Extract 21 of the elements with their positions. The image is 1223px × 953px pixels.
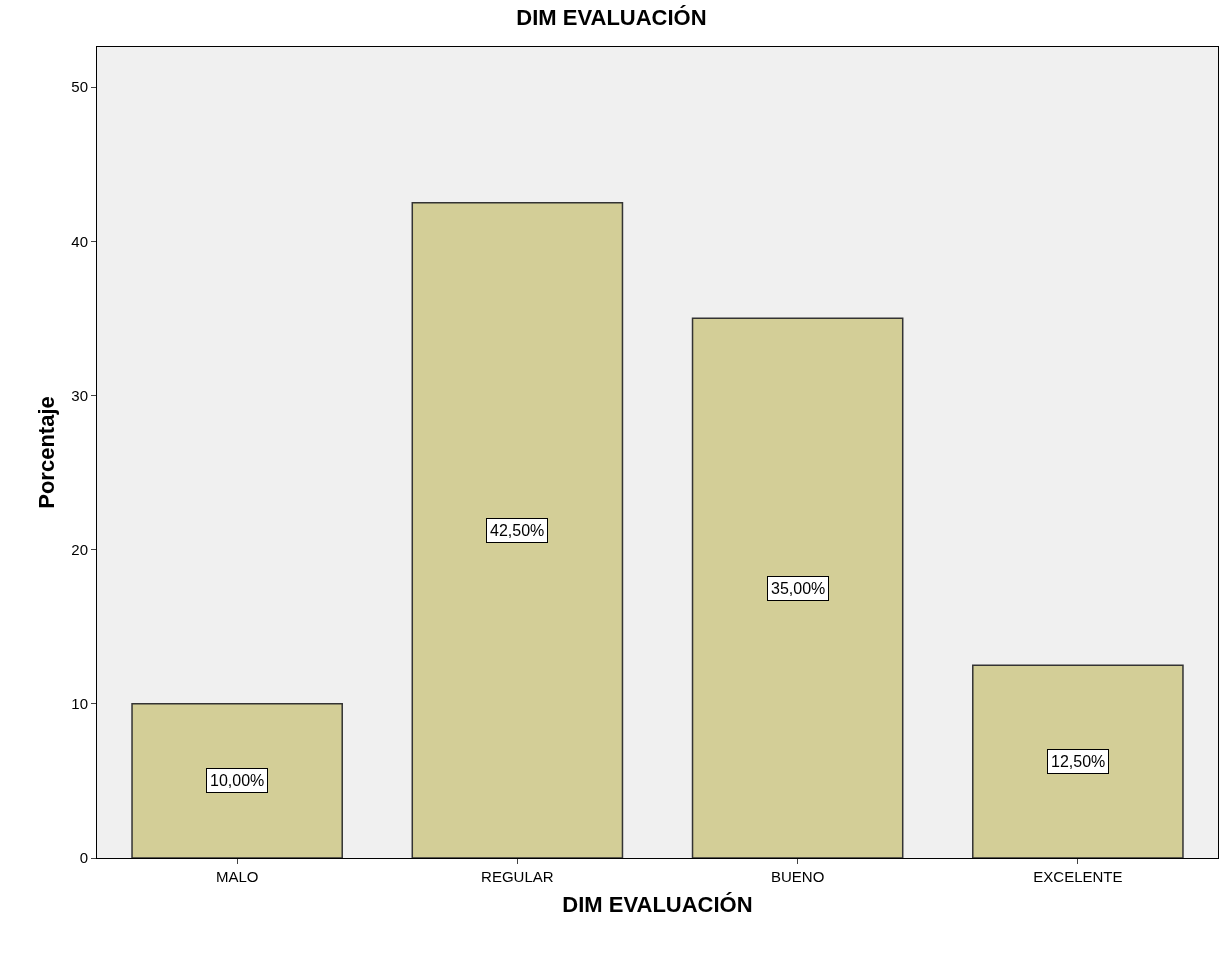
data-label: 42,50% bbox=[490, 522, 545, 539]
x-tick-label: MALO bbox=[215, 868, 259, 885]
y-tick-label: 50 bbox=[71, 78, 88, 96]
x-axis-title: DIM EVALUACIÓN bbox=[562, 891, 753, 917]
data-label: 10,00% bbox=[210, 772, 265, 789]
data-label: 12,50% bbox=[1051, 753, 1106, 770]
bar bbox=[972, 664, 1184, 858]
y-tick-label: 0 bbox=[79, 849, 88, 867]
y-tick-label: 40 bbox=[71, 232, 88, 250]
x-tick-label: BUENO bbox=[770, 868, 825, 885]
y-tick-label: 20 bbox=[71, 540, 88, 558]
y-tick-label: 30 bbox=[71, 386, 88, 404]
x-tick-label: EXCELENTE bbox=[1033, 868, 1123, 885]
y-axis-title: Porcentaje bbox=[34, 396, 60, 509]
bar bbox=[131, 703, 343, 858]
y-tick-label: 10 bbox=[71, 695, 88, 713]
data-label: 35,00% bbox=[771, 580, 826, 597]
chart-title: DIM EVALUACIÓN bbox=[516, 4, 707, 30]
bar bbox=[691, 317, 904, 858]
x-tick-label: REGULAR bbox=[481, 868, 554, 885]
bar bbox=[411, 201, 624, 858]
